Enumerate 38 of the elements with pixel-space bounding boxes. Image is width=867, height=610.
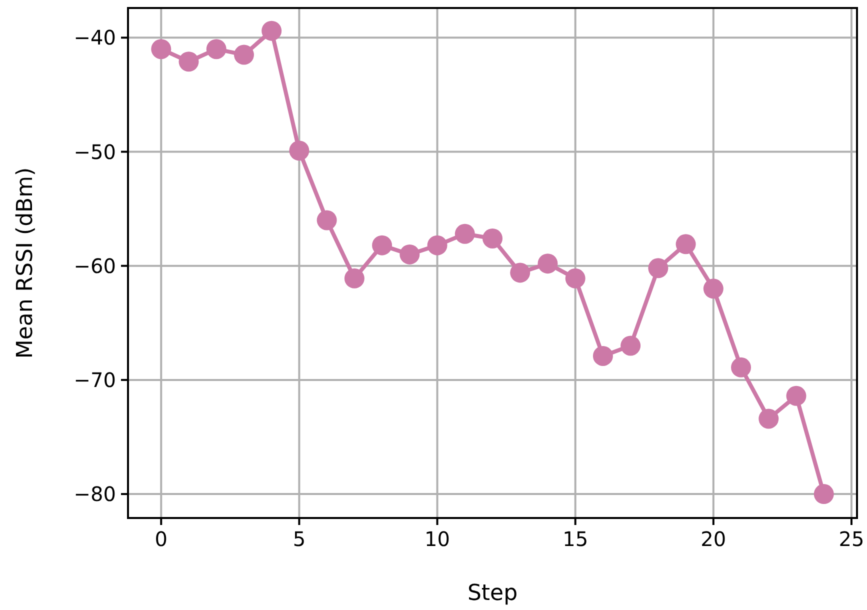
y-tick-label: −60 — [74, 254, 116, 278]
point — [565, 268, 586, 288]
x-tick-label: 25 — [838, 527, 864, 551]
point — [758, 408, 779, 429]
point — [234, 44, 254, 65]
point — [344, 268, 364, 288]
point — [289, 140, 310, 161]
point — [786, 386, 806, 406]
point — [206, 39, 226, 60]
point — [151, 39, 172, 60]
x-tick-label: 15 — [562, 527, 588, 551]
point — [538, 254, 558, 274]
point — [731, 357, 752, 378]
point — [316, 210, 337, 230]
point — [620, 336, 641, 356]
point — [592, 346, 613, 366]
x-axis-title: Step — [467, 581, 518, 606]
x-tick-label: 20 — [700, 527, 726, 551]
point — [482, 228, 502, 248]
point — [178, 52, 199, 72]
point — [510, 262, 530, 283]
point — [427, 235, 448, 256]
y-tick-label: −80 — [74, 482, 116, 506]
point — [454, 224, 475, 244]
x-tick-label: 10 — [424, 527, 450, 551]
point — [372, 235, 392, 256]
y-tick-label: −40 — [74, 26, 116, 50]
point — [676, 234, 696, 254]
y-tick-label: −70 — [74, 368, 116, 392]
y-tick-label: −50 — [74, 140, 116, 164]
x-tick-label: 0 — [154, 527, 168, 551]
point — [814, 484, 834, 504]
point — [400, 244, 420, 264]
point — [262, 20, 282, 41]
point — [648, 258, 668, 278]
x-tick-label: 5 — [292, 527, 306, 551]
y-axis-title: Mean RSSI (dBm) — [13, 167, 38, 359]
point — [703, 278, 724, 299]
